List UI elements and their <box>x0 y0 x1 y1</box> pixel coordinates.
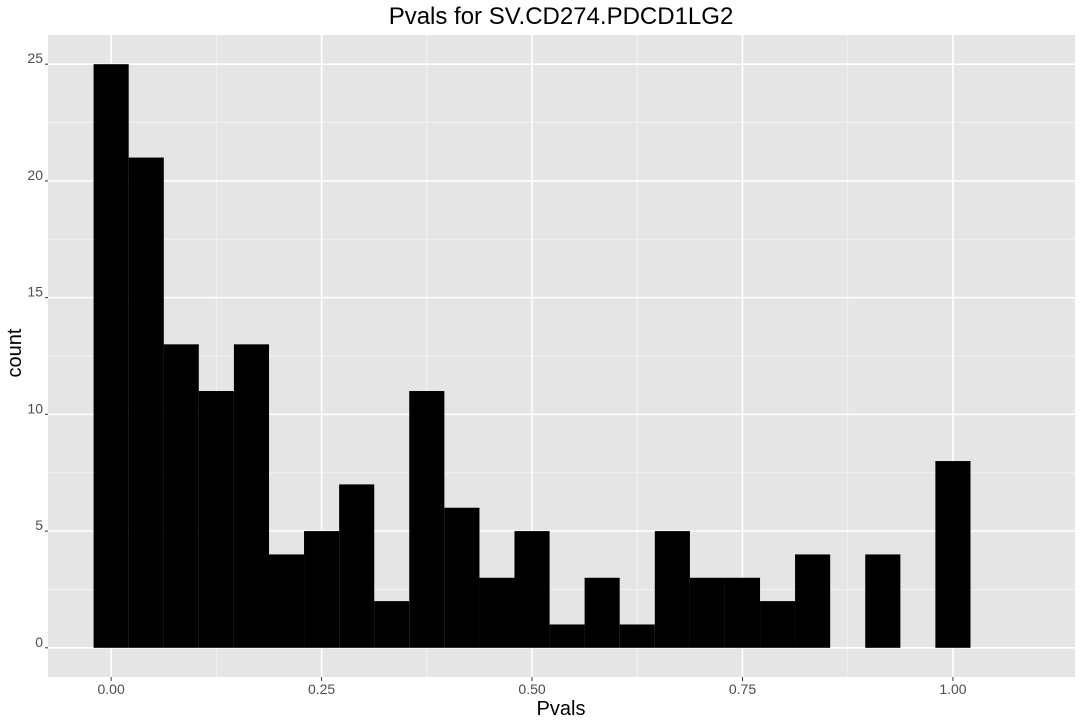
y-tick-label: 20 <box>27 167 43 183</box>
x-axis-title: Pvals <box>537 698 586 720</box>
histogram-bars <box>93 64 971 648</box>
y-axis-ticks: 0 5 10 15 20 25 <box>27 50 48 650</box>
histogram-bar <box>374 601 410 648</box>
histogram-bar <box>339 484 375 648</box>
histogram-bar <box>935 461 971 648</box>
y-tick-label: 15 <box>27 284 43 300</box>
histogram-bar <box>549 624 585 648</box>
x-axis-ticks: 0.00 0.25 0.50 0.75 1.00 <box>98 677 967 697</box>
histogram-bar <box>198 391 234 648</box>
x-tick-label: 0.25 <box>308 681 335 697</box>
y-tick-label: 5 <box>35 517 43 533</box>
x-tick-label: 0.50 <box>518 681 545 697</box>
y-tick-label: 0 <box>35 634 43 650</box>
histogram-bar <box>689 577 725 648</box>
histogram-bar <box>409 391 445 648</box>
histogram-bar <box>163 344 199 648</box>
histogram-bar <box>619 624 655 648</box>
y-axis-title: count <box>4 328 26 377</box>
histogram-bar <box>93 64 129 648</box>
histogram-bar <box>128 157 164 648</box>
histogram-bar <box>760 601 796 648</box>
histogram-bar <box>479 577 515 648</box>
histogram-bar <box>304 531 340 648</box>
x-tick-label: 0.00 <box>98 681 125 697</box>
y-tick-label: 25 <box>27 50 43 66</box>
x-tick-label: 0.75 <box>729 681 756 697</box>
histogram-bar <box>444 507 480 648</box>
histogram-bar <box>268 554 305 648</box>
histogram-bar <box>584 577 620 648</box>
chart-title: Pvals for SV.CD274.PDCD1LG2 <box>389 3 734 30</box>
y-tick-label: 10 <box>27 400 43 416</box>
histogram-bar <box>795 554 831 648</box>
histogram-bar <box>514 531 550 648</box>
histogram-bar <box>865 554 901 648</box>
histogram-bar <box>654 531 690 648</box>
x-tick-label: 1.00 <box>939 681 966 697</box>
histogram-bar <box>233 344 270 648</box>
minor-gridlines <box>48 35 1075 677</box>
histogram-bar <box>724 577 761 648</box>
